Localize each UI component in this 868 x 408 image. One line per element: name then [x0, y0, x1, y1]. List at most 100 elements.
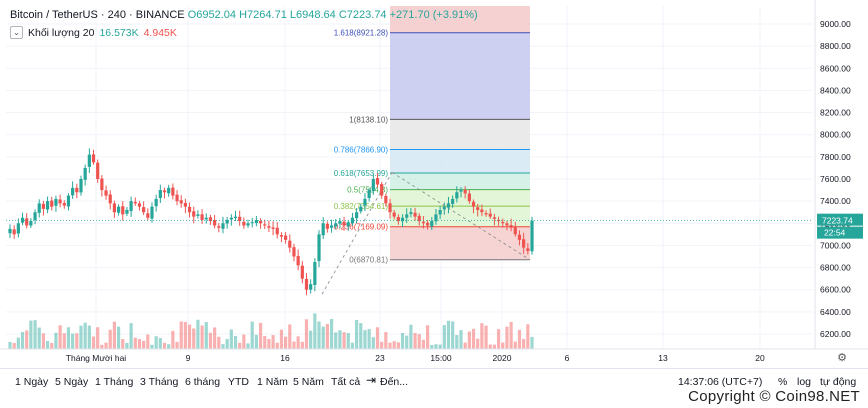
volume-bar	[91, 336, 96, 349]
bottom-toolbar: 1 Ngày 5 Ngày 1 Tháng 3 Tháng 6 tháng YT…	[0, 368, 868, 393]
volume-bar	[309, 330, 313, 349]
candle-body	[279, 234, 284, 237]
calendar-range-icon[interactable]: ⇥	[366, 373, 377, 387]
volume-bar	[296, 336, 300, 349]
volume-bar	[279, 329, 284, 349]
volume-bar	[208, 332, 213, 349]
volume-bar	[8, 341, 12, 349]
candle-body	[238, 216, 242, 222]
candle-body	[217, 226, 221, 228]
volume-bar	[16, 337, 20, 349]
volume-bar	[100, 344, 104, 349]
volume-bar	[162, 342, 167, 349]
fib-zone	[390, 119, 530, 150]
candle-body	[125, 210, 129, 214]
volume-bar	[459, 330, 463, 349]
candle-body	[451, 198, 455, 204]
clock-timezone[interactable]: 14:37:06 (UTC+7)	[678, 376, 763, 388]
auto-scale-toggle[interactable]: tự động	[820, 376, 857, 388]
time-tick-label: 6	[565, 353, 570, 363]
price-tick-label: 8800.00	[820, 41, 851, 51]
candle-body	[325, 223, 329, 229]
volume-bar	[342, 332, 346, 349]
candle-body	[334, 223, 338, 227]
candle-body	[100, 178, 104, 191]
volume-bar	[396, 342, 400, 349]
candle-body	[321, 223, 325, 236]
candle-body	[150, 206, 154, 219]
range-ytd[interactable]: YTD	[228, 376, 249, 388]
candle-body	[129, 201, 133, 212]
candle-body	[233, 216, 238, 218]
volume-bar	[116, 326, 121, 349]
volume-bar	[75, 333, 79, 349]
volume-label[interactable]: Khối lượng 20	[28, 26, 95, 39]
volume-bar	[471, 328, 476, 349]
fib-level-label: 1(8138.10)	[349, 115, 388, 124]
volume-bar	[79, 325, 83, 349]
candle-body	[405, 214, 409, 218]
candle-body	[505, 223, 509, 226]
candle-body	[258, 221, 263, 224]
price-tick-label: 9000.00	[820, 19, 851, 29]
candle-body	[221, 223, 225, 229]
log-toggle[interactable]: log	[797, 376, 812, 388]
range-1y[interactable]: 1 Năm	[257, 376, 288, 388]
candle-body	[371, 179, 375, 192]
candle-body	[37, 203, 41, 213]
candle-body	[158, 190, 162, 198]
volume-bar	[20, 332, 25, 349]
candle-body	[342, 221, 346, 226]
symbol-title[interactable]: Bitcoin / TetherUS · 240 · BINANCE	[10, 9, 185, 21]
candle-body	[200, 214, 204, 220]
candle-body	[242, 221, 246, 226]
candle-body	[71, 187, 75, 196]
candle-body	[471, 201, 476, 207]
candle-body	[171, 187, 175, 196]
volume-bar	[246, 343, 250, 349]
candle-body	[388, 203, 392, 213]
range-5d[interactable]: 5 Ngày	[55, 376, 89, 388]
volume-bar	[392, 341, 396, 349]
volume-bar	[284, 336, 288, 349]
fib-zone	[390, 226, 530, 260]
ohlc-low: L6948.64	[289, 9, 336, 21]
candle-body	[133, 201, 137, 204]
candle-body	[8, 228, 12, 234]
candle-body	[62, 203, 66, 206]
candle-body	[208, 217, 213, 222]
range-1d[interactable]: 1 Ngày	[15, 376, 49, 388]
settings-gear-icon[interactable]: ⚙	[837, 351, 847, 364]
volume-bar	[359, 323, 363, 349]
price-tick-label: 7000.00	[820, 240, 851, 250]
range-6m[interactable]: 6 tháng	[185, 376, 221, 388]
volume-bar	[505, 326, 509, 349]
range-1m[interactable]: 1 Tháng	[95, 376, 134, 388]
candle-body	[459, 190, 463, 192]
candle-body	[116, 206, 121, 213]
volume-bar	[442, 325, 446, 349]
volume-bar	[513, 341, 517, 349]
candle-body	[467, 193, 471, 202]
range-all[interactable]: Tất cả	[331, 376, 361, 388]
volume-bar	[350, 342, 355, 349]
collapse-chevron-icon[interactable]: ⌄	[10, 26, 23, 39]
volume-bar	[167, 344, 171, 349]
range-3m[interactable]: 3 Tháng	[140, 376, 179, 388]
volume-bar	[200, 325, 204, 349]
range-5y[interactable]: 5 Năm	[293, 376, 324, 388]
volume-bar	[509, 322, 513, 349]
time-tick-label: 9	[186, 353, 191, 363]
candle-body	[338, 221, 342, 224]
candle-body	[317, 234, 321, 262]
candle-body	[263, 224, 267, 226]
volume-bar	[50, 342, 54, 349]
candle-body	[54, 198, 58, 206]
percent-toggle[interactable]: %	[778, 376, 788, 388]
candle-body	[392, 212, 396, 217]
goto-date[interactable]: Đến...	[380, 376, 409, 388]
volume-bar	[250, 321, 254, 349]
candle-body	[183, 202, 187, 207]
volume-bar	[158, 338, 162, 349]
